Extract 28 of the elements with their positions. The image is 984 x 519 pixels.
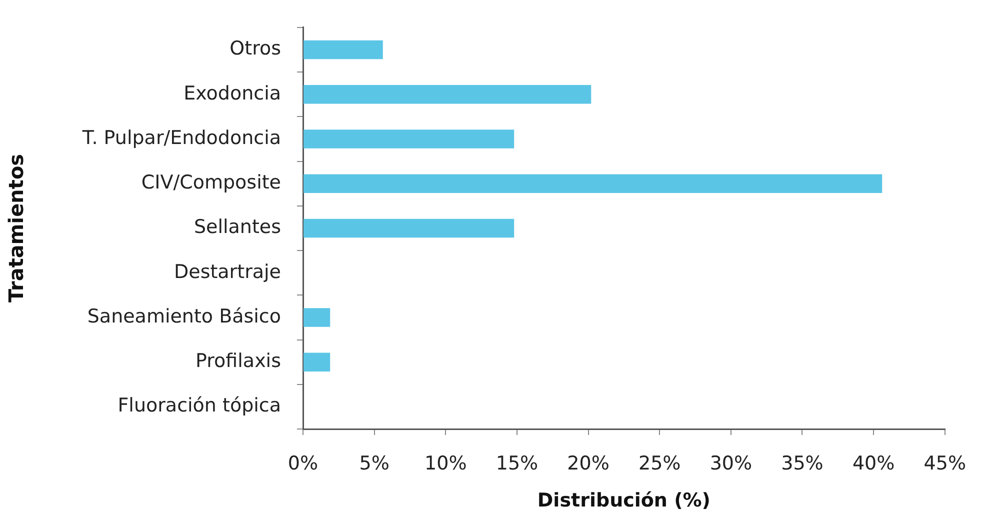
y-axis-title: Tratamientos (4, 154, 28, 302)
y-tick-label: Otros (230, 38, 281, 60)
y-tick-label: Saneamiento Básico (87, 305, 281, 328)
x-tick-label: 20% (567, 452, 610, 474)
x-tick-label: 25% (638, 452, 681, 474)
x-tick-label: 15% (496, 452, 538, 474)
bar (304, 174, 882, 193)
y-tick-label: Exodoncia (184, 82, 281, 104)
y-tick-label: Profilaxis (196, 350, 281, 372)
bar (304, 130, 514, 148)
x-axis-title: Distribución (%) (537, 490, 710, 512)
x-tick-label: 10% (424, 452, 467, 474)
bar (304, 352, 330, 372)
y-tick-label: Destartraje (174, 260, 281, 283)
x-tick-label: 45% (924, 452, 966, 474)
y-tick-label: Fluoración tópica (118, 394, 281, 417)
y-tick-label: Sellantes (194, 216, 281, 238)
x-tick-label: 40% (852, 452, 895, 474)
bar (304, 308, 330, 327)
bar (304, 40, 383, 60)
x-tick-label: 30% (710, 452, 752, 474)
bar (304, 218, 514, 238)
x-tick-label: 35% (781, 452, 824, 474)
y-tick-label: T. Pulpar/Endodoncia (81, 126, 281, 149)
bar (304, 84, 592, 104)
y-tick-label: CIV/Composite (141, 172, 281, 194)
x-tick-label: 0% (288, 452, 318, 474)
x-tick-label: 5% (359, 452, 390, 474)
